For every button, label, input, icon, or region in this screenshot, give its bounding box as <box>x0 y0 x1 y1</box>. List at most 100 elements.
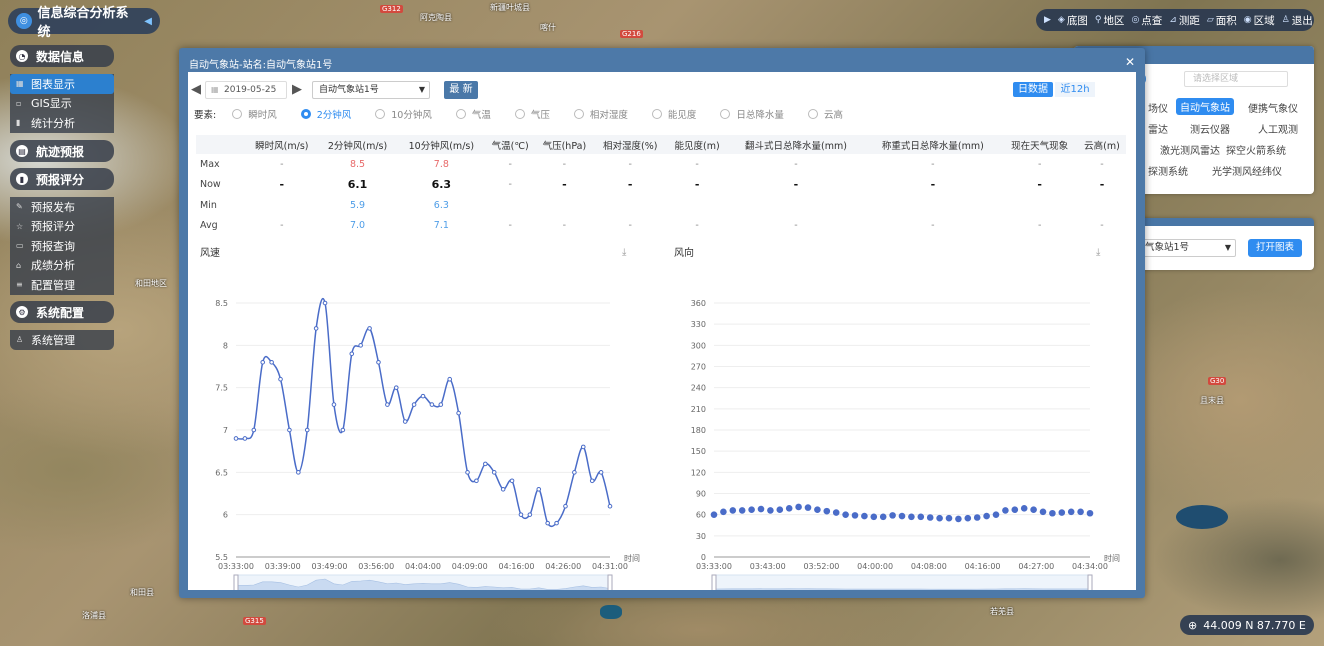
device-item[interactable]: 探测系统 <box>1148 167 1188 178</box>
station-select[interactable]: 自动气象站1号 ▼ <box>312 81 430 99</box>
open-chart-button[interactable]: 打开图表 <box>1248 239 1302 257</box>
sidebar-submenu-data: ▦ 图表显示 ▫ GIS显示 ▮ 统计分析 <box>10 74 114 133</box>
toolbar-point-query[interactable]: ◎ 点查 <box>1131 13 1162 28</box>
toolbar-measure[interactable]: ⊿ 测距 <box>1169 13 1200 28</box>
radio-precipitation[interactable]: 日总降水量 <box>720 107 784 121</box>
tab-last-12h[interactable]: 近12h <box>1055 82 1095 97</box>
data-point <box>1011 506 1019 514</box>
prev-day-icon[interactable]: ◀ <box>191 82 201 97</box>
data-point <box>429 402 435 407</box>
sidebar-group-data[interactable]: ◔ 数据信息 <box>10 45 114 67</box>
sidebar-group-track[interactable]: ▤ 航迹预报 <box>10 140 114 162</box>
y-tick-label: 5.5 <box>215 553 228 562</box>
device-item[interactable]: 探空火箭系统 <box>1226 146 1286 157</box>
sidebar-item-query[interactable]: ▭ 预报查询 <box>10 236 114 256</box>
data-point <box>331 402 337 407</box>
pie-chart-icon: ◔ <box>16 50 28 62</box>
close-icon[interactable]: ✕ <box>1124 55 1135 69</box>
date-picker[interactable]: ▦ 2019-05-25 <box>205 81 287 99</box>
data-point <box>296 470 301 475</box>
collapse-icon[interactable]: ◀ <box>144 15 152 27</box>
area-icon: ▱ <box>1206 15 1214 25</box>
radio-humidity[interactable]: 相对湿度 <box>573 107 628 121</box>
data-point <box>738 507 746 514</box>
expand-icon[interactable]: ▶ <box>1044 15 1051 25</box>
control-row: ◀ ▦ 2019-05-25 ▶ 自动气象站1号 ▼ 最 新 日数据 近12h <box>188 80 1136 100</box>
sidebar-item-scoring[interactable]: ☆ 预报评分 <box>10 217 114 237</box>
y-tick-label: 90 <box>696 490 706 499</box>
sidebar-item-gis-display[interactable]: ▫ GIS显示 <box>10 94 114 114</box>
data-point <box>358 343 363 348</box>
x-tick-label: 04:09:00 <box>452 562 488 571</box>
device-item[interactable]: 激光测风雷达 <box>1160 146 1220 157</box>
row-label: Max <box>200 158 220 170</box>
radio-2min-wind[interactable]: 2分钟风 <box>300 107 351 121</box>
toolbar-label: 地区 <box>1103 14 1125 27</box>
sidebar-item-statistics[interactable]: ▮ 统计分析 <box>10 113 114 133</box>
table-cell: - <box>1037 158 1042 170</box>
y-tick-label: 330 <box>691 320 706 329</box>
data-point <box>917 513 925 521</box>
data-point <box>518 512 524 517</box>
x-tick-label: 04:34:00 <box>1072 562 1108 571</box>
data-point <box>804 504 812 511</box>
toolbar-logout[interactable]: ♙ 退出 <box>1282 13 1313 28</box>
radio-10min-wind[interactable]: 10分钟风 <box>375 107 432 121</box>
toolbar-region[interactable]: ⚲ 地区 <box>1095 13 1125 28</box>
next-day-icon[interactable]: ▶ <box>292 82 302 97</box>
sidebar-group-score[interactable]: ▮ 预报评分 <box>10 168 114 190</box>
user-icon: ♙ <box>16 335 24 345</box>
data-point <box>242 436 248 441</box>
data-point <box>580 444 586 450</box>
radio-pressure[interactable]: 气压 <box>514 107 550 121</box>
region-select[interactable]: 请选择区域 <box>1184 71 1288 87</box>
device-item[interactable]: 测云仪器 <box>1190 125 1230 136</box>
radio-temperature[interactable]: 气温 <box>455 107 491 121</box>
map-label: 和田地区 <box>135 279 167 288</box>
zoom-handle-right <box>1087 574 1093 590</box>
data-point <box>1067 508 1075 516</box>
sidebar-item-chart-display[interactable]: ▦ 图表显示 <box>10 74 114 94</box>
data-point <box>814 506 821 514</box>
download-icon[interactable]: ⤓ <box>622 247 627 258</box>
device-item[interactable]: 雷达 <box>1148 125 1168 136</box>
table-cell: - <box>794 158 798 170</box>
device-item-active[interactable]: 自动气象站 <box>1176 98 1234 115</box>
data-point <box>945 514 953 522</box>
tab-day-data[interactable]: 日数据 <box>1013 82 1053 97</box>
y-tick-label: 30 <box>696 532 706 541</box>
data-point <box>509 478 515 484</box>
sidebar-item-analysis[interactable]: ⌂ 成绩分析 <box>10 256 114 276</box>
toolbar-area[interactable]: ▱ 面积 <box>1207 13 1237 28</box>
device-item[interactable]: 场仪 <box>1148 104 1168 115</box>
radio-visibility[interactable]: 能见度 <box>651 107 696 121</box>
toolbar-zone[interactable]: ◉ 区域 <box>1244 13 1275 28</box>
table-cell: - <box>562 158 567 170</box>
data-point <box>842 511 849 518</box>
data-point <box>1002 507 1009 514</box>
data-point <box>278 376 283 382</box>
x-tick-label: 03:52:00 <box>803 562 839 571</box>
radio-cloud-height[interactable]: 云高 <box>807 107 843 121</box>
analysis-icon: ⌂ <box>16 260 22 270</box>
x-tick-label: 04:31:00 <box>592 562 628 571</box>
toolbar-label: 测距 <box>1178 14 1200 27</box>
data-point <box>832 509 840 516</box>
device-item[interactable]: 人工观测 <box>1258 125 1298 136</box>
toolbar-basemap[interactable]: ◈ 底图 <box>1058 13 1088 28</box>
x-tick-label: 04:16:00 <box>499 562 535 571</box>
sidebar-item-system-manage[interactable]: ♙ 系统管理 <box>10 330 114 350</box>
radio-instant-wind[interactable]: 瞬时风 <box>232 107 277 121</box>
dialog-title: 自动气象站-站名:自动气象站1号 <box>189 60 333 71</box>
sidebar-item-config[interactable]: ≡ 配置管理 <box>10 275 114 295</box>
y-tick-label: 240 <box>691 384 706 393</box>
sidebar-group-config[interactable]: ⚙ 系统配置 <box>10 301 114 323</box>
device-item[interactable]: 便携气象仪 <box>1248 104 1298 115</box>
y-tick-label: 150 <box>691 447 706 456</box>
device-item[interactable]: 光学测风经纬仪 <box>1212 167 1282 178</box>
download-icon[interactable]: ⤓ <box>1096 247 1101 258</box>
sidebar-item-publish[interactable]: ✎ 预报发布 <box>10 197 114 217</box>
station-select[interactable]: 气象站1号 ▼ <box>1140 239 1236 257</box>
radio-icon <box>455 109 466 119</box>
latest-button[interactable]: 最 新 <box>444 81 478 99</box>
